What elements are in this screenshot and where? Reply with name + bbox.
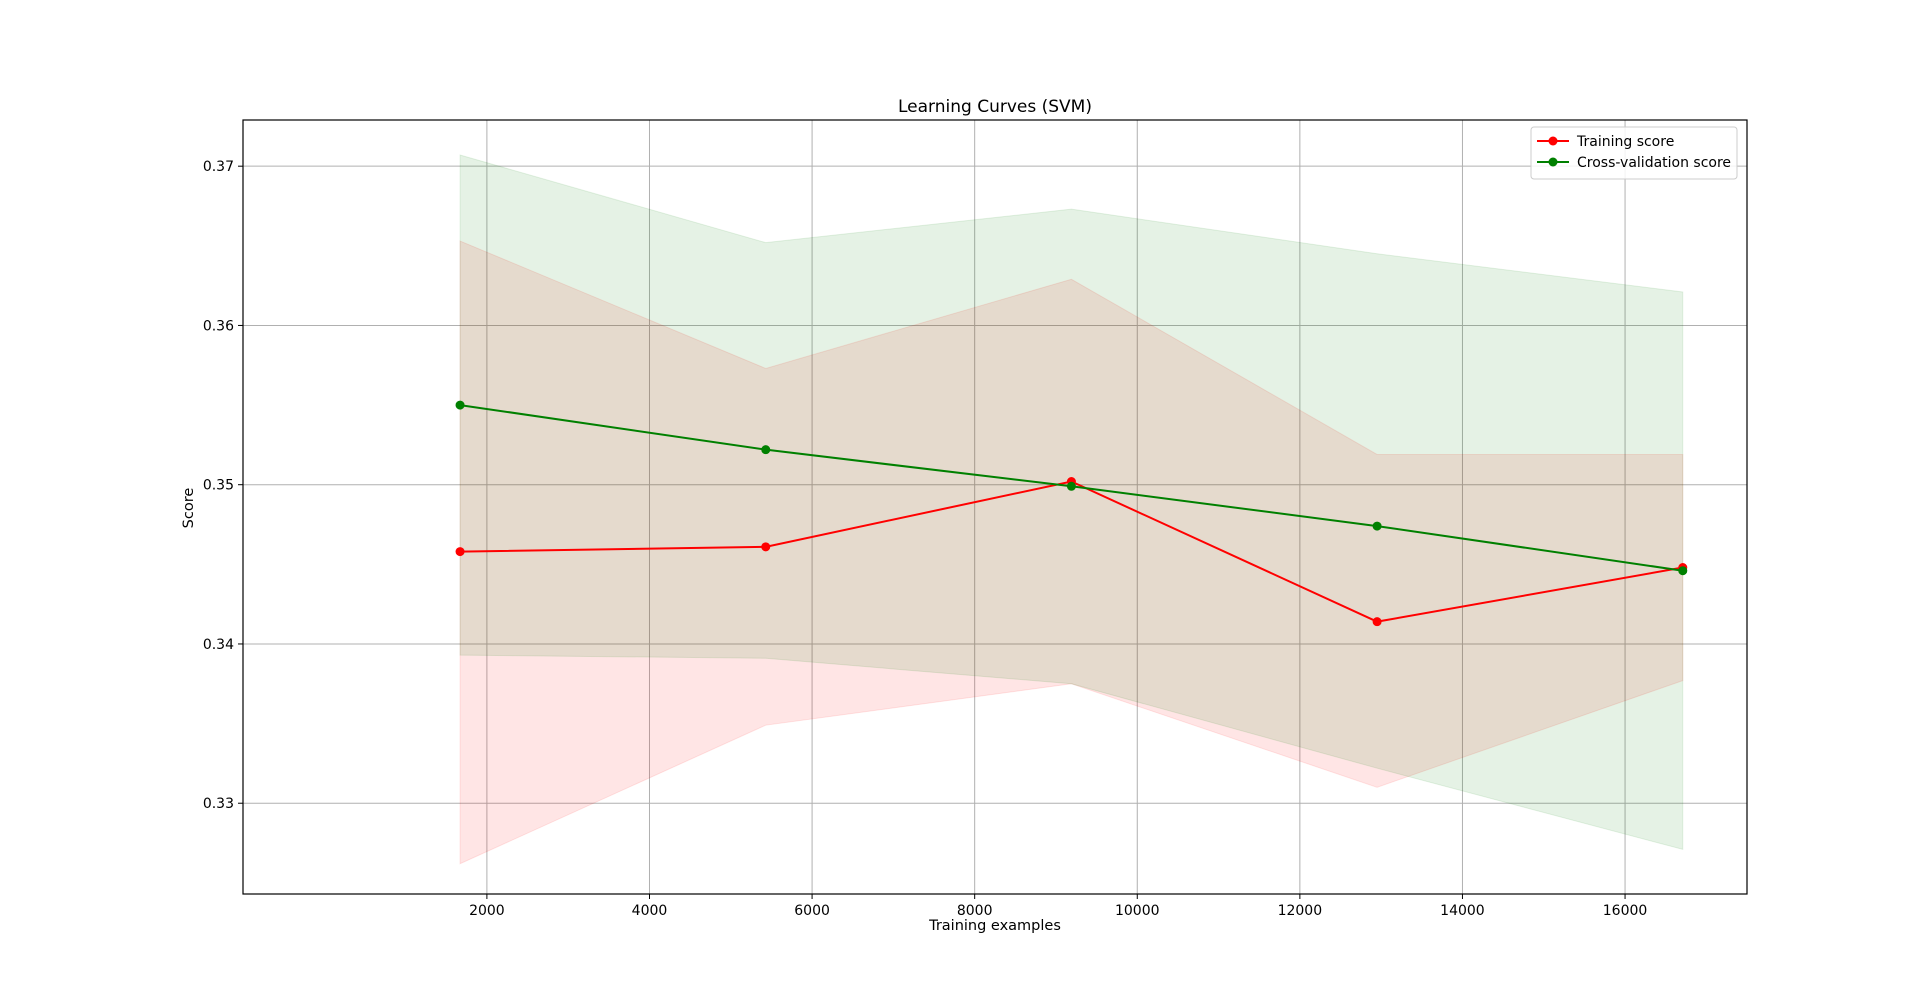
x-tick-label: 14000 — [1440, 903, 1485, 919]
x-tick-label: 4000 — [632, 903, 668, 919]
y-tick-label: 0.37 — [203, 159, 234, 175]
legend: Training score Cross-validation score — [1530, 126, 1738, 180]
x-tick-label: 16000 — [1603, 903, 1648, 919]
data-point — [455, 547, 465, 557]
data-point — [761, 542, 771, 552]
legend-label: Training score — [1576, 134, 1674, 150]
data-point — [1372, 521, 1382, 531]
legend-label: Cross-validation score — [1577, 155, 1731, 171]
legend-box — [1530, 126, 1738, 180]
legend-marker — [1548, 136, 1558, 146]
y-tick-label: 0.35 — [203, 478, 234, 494]
series-lines — [455, 400, 1688, 627]
confidence-band — [459, 240, 1684, 865]
data-point — [455, 400, 465, 410]
confidence-band — [459, 154, 1684, 851]
confidence-bands — [459, 154, 1684, 865]
x-tick-label: 8000 — [957, 903, 993, 919]
data-point — [1066, 481, 1076, 491]
grid-lines — [243, 120, 1747, 894]
x-tick-label: 12000 — [1278, 903, 1323, 919]
data-point — [1372, 617, 1382, 627]
y-tick-label: 0.36 — [203, 318, 234, 334]
y-axis-title: Score — [181, 488, 197, 529]
chart-title: Learning Curves (SVM) — [898, 97, 1092, 117]
x-axis-title: Training examples — [928, 918, 1061, 934]
legend-marker — [1548, 157, 1558, 167]
data-point — [761, 445, 771, 455]
data-point — [1678, 566, 1688, 576]
x-tick-label: 2000 — [469, 903, 505, 919]
x-tick-label: 6000 — [794, 903, 830, 919]
x-tick-label: 10000 — [1115, 903, 1160, 919]
plot-frame — [242, 119, 1748, 895]
tick-labels: 2000 4000 6000 8000 10000 12000 14000 16000 0.33… — [203, 159, 1647, 919]
y-tick-label: 0.33 — [203, 796, 234, 812]
y-tick-label: 0.34 — [203, 637, 234, 653]
